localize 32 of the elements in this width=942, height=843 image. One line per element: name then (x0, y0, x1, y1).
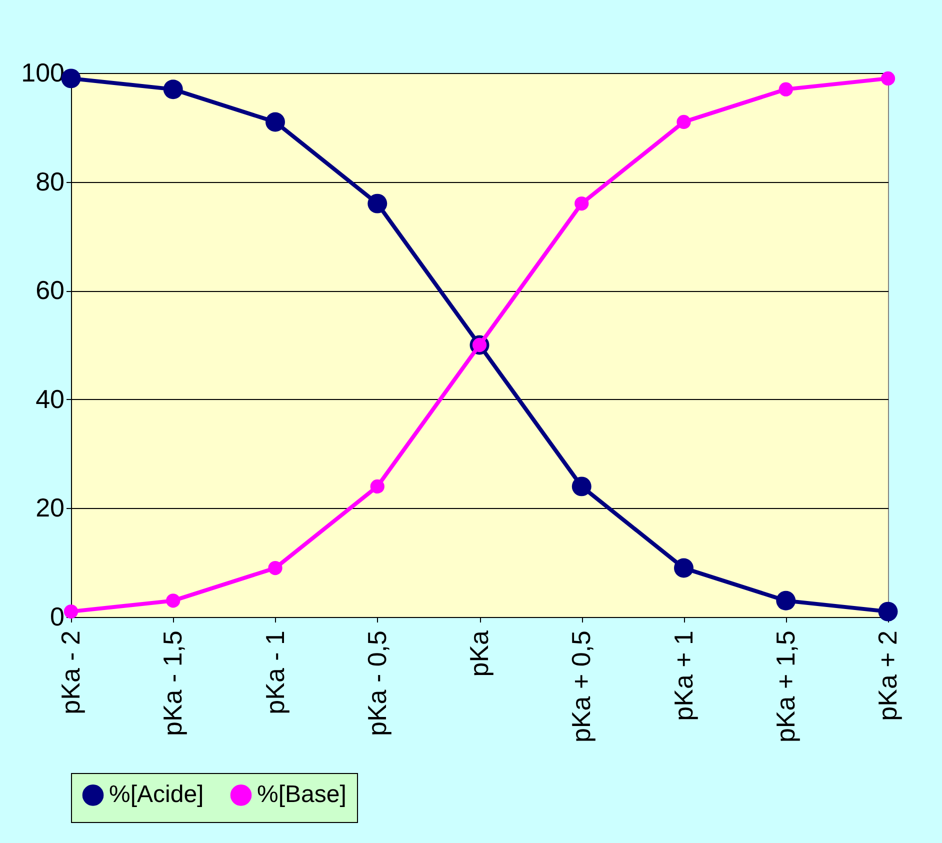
y-tick-label: 80 (36, 166, 64, 196)
point (268, 560, 282, 576)
point (574, 196, 589, 211)
point (878, 602, 898, 622)
point (572, 476, 592, 496)
x-tick-label: pKa (464, 630, 494, 677)
x-tick-label: pKa + 1 (668, 630, 698, 721)
point (674, 558, 694, 578)
point (778, 82, 793, 96)
point (166, 594, 180, 608)
y-tick-label: 60 (36, 275, 64, 306)
point (163, 80, 183, 100)
legend-label: %[Acide] (109, 781, 204, 808)
x-tick-label: pKa - 2 (56, 630, 86, 714)
y-tick-label: 40 (36, 384, 64, 414)
point (64, 604, 78, 619)
point (266, 112, 285, 132)
point (880, 71, 896, 86)
legend-label: %[Base] (257, 781, 346, 808)
point (368, 194, 388, 214)
point (776, 590, 796, 610)
x-tick-label: pKa + 2 (872, 630, 902, 721)
y-tick-label: 0 (50, 602, 64, 632)
y-tick-label: 20 (36, 492, 64, 523)
y-tick-label: 100 (21, 58, 64, 88)
x-tick-label: pKa + 1,5 (770, 630, 800, 743)
point (676, 114, 691, 130)
x-tick-label: pKa - 0,5 (362, 630, 392, 736)
x-tick-label: pKa - 1,5 (158, 630, 188, 736)
x-tick-label: pKa + 0,5 (566, 630, 596, 743)
point (370, 479, 384, 494)
x-tick-label: pKa - 1 (260, 630, 290, 714)
